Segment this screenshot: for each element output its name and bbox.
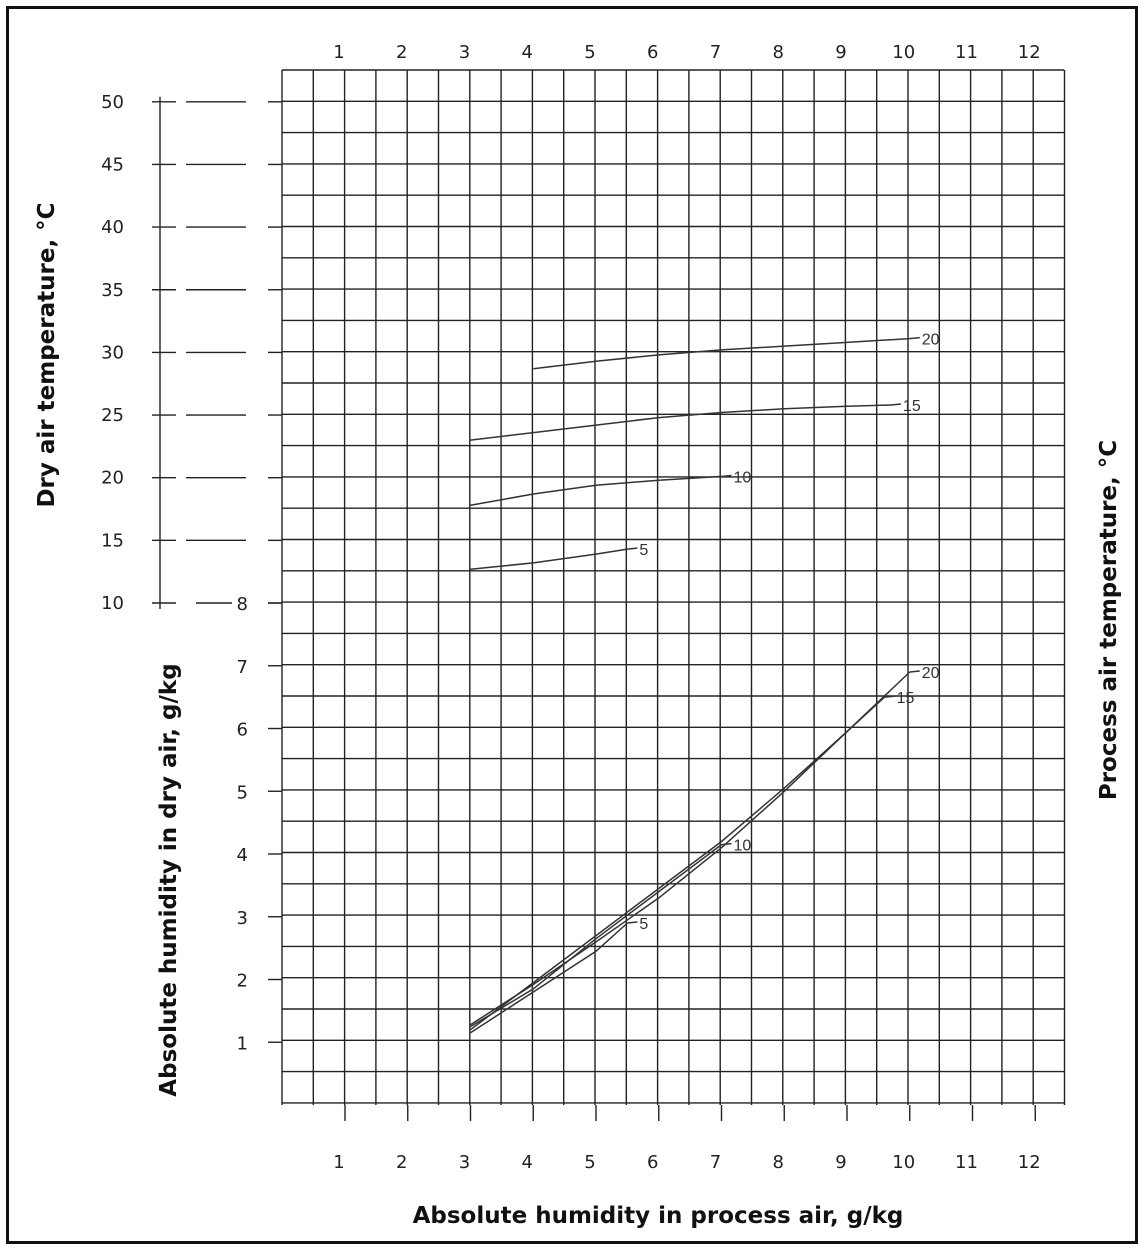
temperature-curve [533, 337, 910, 370]
x-tick-label-top: 10 [892, 42, 915, 63]
humidity-tick-label: 8 [237, 594, 248, 615]
curve-label-layer: 20 15 10 5 20 15 10 5 [639, 332, 939, 933]
x-axis-title: Absolute humidity in process air, g/kg [413, 1203, 904, 1229]
x-tick-label-top: 2 [396, 42, 407, 63]
temperature-tick-label: 10 [101, 593, 124, 614]
x-tick-label-bottom: 6 [647, 1152, 658, 1173]
x-tick-label-bottom: 12 [1018, 1152, 1041, 1173]
temperature-tick-label: 35 [101, 280, 124, 301]
x-tick-label-top: 6 [647, 42, 658, 63]
x-tick-label-bottom: 3 [459, 1152, 470, 1173]
temperature-curve [470, 548, 628, 570]
humidity-curve-label: 20 [922, 665, 940, 682]
temperature-tick-label: 25 [101, 405, 124, 426]
y-axis-humidity-title: Absolute humidity in dry air, g/kg [156, 663, 182, 1096]
temperature-tick-label: 45 [101, 154, 124, 175]
humidity-leader [909, 670, 920, 673]
x-tick-label-top: 8 [773, 42, 784, 63]
humidity-curve [470, 922, 628, 1034]
temperature-curve-label: 15 [903, 398, 921, 415]
right-axis-title: Process air temperature, °C [1096, 440, 1122, 800]
x-tick-label-bottom: 11 [955, 1152, 978, 1173]
x-tick-label-top: 7 [710, 42, 721, 63]
x-tick-label-top: 4 [522, 42, 533, 63]
temperature-curve [470, 475, 722, 507]
curve-layer [470, 336, 920, 1034]
temperature-tick-label: 20 [101, 468, 124, 489]
chart-frame [6, 6, 1138, 1244]
humidity-tick-label: 2 [237, 971, 248, 992]
x-tick-label-bottom: 7 [710, 1152, 721, 1173]
humidity-tick-label: 6 [237, 720, 248, 741]
temperature-tick-label: 40 [101, 217, 124, 238]
humidity-leader [721, 842, 732, 846]
tick-layer: 1122334455667788991010111112121015202530… [101, 42, 1041, 1173]
humidity-curve-label: 15 [897, 690, 915, 707]
x-tick-label-bottom: 2 [396, 1152, 407, 1173]
x-tick-label-bottom: 8 [773, 1152, 784, 1173]
humidity-tick-label: 4 [237, 845, 248, 866]
left-axis-layer [152, 96, 282, 1043]
temperature-tick-label: 15 [101, 530, 124, 551]
grid-layer [281, 69, 1066, 1121]
x-tick-label-top: 12 [1018, 42, 1041, 63]
temperature-leader [627, 547, 638, 550]
temperature-curve-label: 10 [734, 469, 752, 486]
humidity-curve [470, 696, 886, 1031]
x-tick-label-top: 9 [835, 42, 846, 63]
humidity-tick-label: 3 [237, 908, 248, 929]
humidity-leader [627, 921, 638, 924]
x-tick-label-top: 1 [333, 42, 344, 63]
temperature-curve-label: 5 [639, 542, 648, 559]
humidity-curve-label: 10 [734, 838, 752, 855]
temperature-curve-label: 20 [922, 332, 940, 349]
x-tick-label-bottom: 1 [333, 1152, 344, 1173]
humidity-tick-label: 5 [237, 782, 248, 803]
x-tick-label-top: 11 [955, 42, 978, 63]
temperature-tick-label: 30 [101, 342, 124, 363]
y-axis-temperature-title: Dry air temperature, °C [34, 202, 60, 507]
x-tick-label-top: 3 [459, 42, 470, 63]
x-tick-label-bottom: 4 [522, 1152, 533, 1173]
x-tick-label-bottom: 10 [892, 1152, 915, 1173]
temperature-tick-label: 50 [101, 92, 124, 113]
temperature-curve [470, 404, 891, 441]
x-tick-label-bottom: 9 [835, 1152, 846, 1173]
temperature-leader [721, 474, 732, 478]
temperature-leader [909, 336, 920, 340]
humidity-curve [470, 843, 722, 1028]
humidity-curve [470, 671, 911, 1026]
humidity-leader [884, 695, 895, 698]
humidity-tick-label: 1 [237, 1033, 248, 1054]
x-tick-label-bottom: 5 [584, 1152, 595, 1173]
x-tick-label-top: 5 [584, 42, 595, 63]
humidity-tick-label: 7 [237, 657, 248, 678]
temperature-leader [890, 403, 901, 406]
humidity-curve-label: 5 [639, 916, 648, 933]
